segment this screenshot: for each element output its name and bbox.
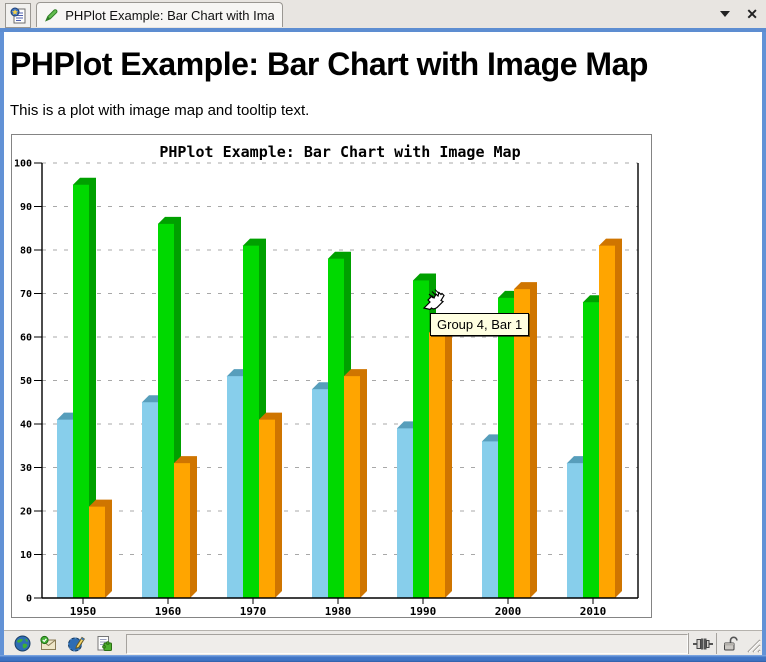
bar-chart-canvas: PHPlot Example: Bar Chart with Image Map…	[14, 143, 639, 617]
window-right-border	[762, 32, 766, 662]
y-tick-label: 0	[26, 594, 32, 605]
tab-title: PHPlot Example: Bar Chart with Ima...	[65, 7, 274, 23]
green-pen-favicon-icon	[45, 9, 58, 22]
status-bar	[0, 630, 766, 657]
x-tick-label: 1980	[325, 605, 352, 617]
bar-1990-bar-1[interactable]	[413, 280, 429, 598]
bar-2000-bar-1[interactable]	[498, 297, 514, 598]
bar-1960-bar-1[interactable]	[158, 223, 174, 598]
plug-connector-icon	[692, 638, 713, 649]
y-tick-label: 70	[20, 289, 32, 300]
x-tick-label: 2010	[580, 605, 607, 617]
connection-status-box[interactable]	[688, 633, 716, 654]
bar-2000-bar-0[interactable]	[482, 441, 498, 598]
bar-1970-bar-2[interactable]	[259, 419, 275, 598]
bar-1970-bar-1[interactable]	[243, 245, 259, 598]
chart-title: PHPlot Example: Bar Chart with Image Map	[159, 143, 520, 161]
bar-2010-bar-0[interactable]	[567, 463, 583, 598]
tab-controls: ✕	[720, 0, 758, 28]
x-tick-label: 1990	[410, 605, 437, 617]
y-tick-label: 60	[20, 333, 32, 344]
active-tab-accent-line	[0, 28, 766, 32]
x-tick-label: 1970	[240, 605, 267, 617]
y-tick-label: 30	[20, 463, 32, 474]
mail-icon[interactable]	[40, 635, 57, 652]
open-padlock-icon	[724, 636, 738, 651]
bar-1990-bar-0[interactable]	[397, 428, 413, 598]
bar-1950-bar-0[interactable]	[57, 419, 73, 598]
intro-text: This is a plot with image map and toolti…	[10, 102, 310, 119]
y-tick-label: 50	[20, 376, 32, 387]
pointing-hand-cursor-icon	[422, 289, 445, 311]
chart-image: PHPlot Example: Bar Chart with Image Map…	[11, 134, 652, 618]
bar-1980-bar-2[interactable]	[344, 376, 360, 598]
bar-2010-bar-2[interactable]	[599, 245, 615, 598]
y-tick-label: 90	[20, 202, 32, 213]
bar-1980-bar-0[interactable]	[312, 389, 328, 598]
bar-2010-bar-1[interactable]	[583, 302, 599, 598]
tooltip-text: Group 4, Bar 1	[437, 317, 523, 332]
resize-grip-icon[interactable]	[743, 635, 761, 653]
x-tick-label: 1950	[70, 605, 97, 617]
page-heading: PHPlot Example: Bar Chart with Image Map	[10, 46, 648, 82]
bar-1960-bar-2[interactable]	[174, 463, 190, 598]
y-tick-label: 20	[20, 507, 32, 518]
bar-1950-bar-1[interactable]	[73, 184, 89, 598]
window-left-border	[0, 32, 4, 662]
window-bottom-border	[0, 655, 766, 662]
active-tab[interactable]: PHPlot Example: Bar Chart with Ima...	[36, 2, 283, 27]
y-tick-label: 10	[20, 550, 32, 561]
document-puzzle-icon[interactable]	[96, 635, 113, 652]
bar-1970-bar-0[interactable]	[227, 376, 243, 598]
bar-1990-bar-2[interactable]	[429, 332, 445, 598]
caret-down-icon[interactable]	[720, 11, 731, 17]
tab-list-button[interactable]	[5, 3, 31, 28]
bar-1960-bar-0[interactable]	[142, 402, 158, 598]
edit-globe-icon[interactable]	[68, 635, 85, 652]
x-tick-label: 2000	[495, 605, 522, 617]
y-tick-label: 80	[20, 246, 32, 257]
x-tick-label: 1960	[155, 605, 182, 617]
security-status-box[interactable]	[716, 633, 744, 654]
status-message-field	[126, 634, 688, 654]
y-tick-label: 40	[20, 420, 32, 431]
bar-2000-bar-2[interactable]	[514, 289, 530, 598]
tooltip: Group 4, Bar 1	[430, 313, 530, 336]
globe-icon[interactable]	[14, 635, 31, 652]
tab-bar: PHPlot Example: Bar Chart with Ima... ✕	[0, 0, 766, 28]
bar-1980-bar-1[interactable]	[328, 258, 344, 598]
close-x-icon[interactable]: ✕	[746, 6, 758, 22]
y-tick-label: 100	[14, 159, 32, 170]
tab-list-document-icon	[10, 7, 25, 24]
bar-1950-bar-2[interactable]	[89, 506, 105, 598]
